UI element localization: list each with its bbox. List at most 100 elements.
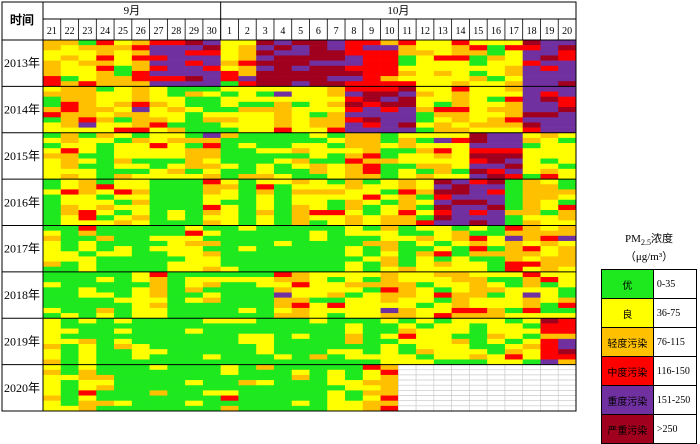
heat-cell xyxy=(416,338,435,345)
heat-cell xyxy=(469,333,488,340)
empty-cell xyxy=(398,364,417,371)
heat-cell xyxy=(185,204,204,211)
heat-cell xyxy=(291,235,310,242)
heat-cell xyxy=(114,333,133,340)
heat-cell xyxy=(131,251,150,257)
heat-cell xyxy=(504,184,523,190)
heat-cell xyxy=(291,323,310,329)
year-label: 2019年 xyxy=(4,334,40,348)
heat-cell xyxy=(309,220,328,226)
heat-cell xyxy=(114,127,133,134)
heat-cell xyxy=(167,297,186,304)
heat-cell xyxy=(185,246,204,252)
heat-cell xyxy=(220,127,239,134)
heat-cell xyxy=(433,158,452,164)
heat-cell xyxy=(202,101,221,108)
heat-cell xyxy=(309,60,328,67)
heat-cell xyxy=(185,240,204,247)
day-label: 3 xyxy=(263,26,268,37)
heat-cell xyxy=(185,55,204,61)
day-label: 2 xyxy=(245,26,250,37)
heat-cell xyxy=(131,158,150,164)
heat-cell xyxy=(273,70,293,77)
heat-cell xyxy=(202,349,221,355)
heat-cell xyxy=(114,143,133,149)
heat-cell xyxy=(220,266,239,273)
heat-cell xyxy=(78,158,97,164)
heat-cell xyxy=(202,179,221,185)
heat-cell xyxy=(273,374,293,381)
heat-cell xyxy=(167,369,186,376)
heat-cell xyxy=(504,313,523,319)
heat-cell xyxy=(43,338,62,345)
heat-cell xyxy=(362,297,381,304)
heat-cell xyxy=(131,261,150,268)
heat-cell xyxy=(398,194,417,201)
heat-cell xyxy=(256,287,275,293)
heat-cell xyxy=(398,261,417,268)
heat-cell xyxy=(167,132,186,139)
heat-cell xyxy=(256,106,275,113)
heat-cell xyxy=(398,106,417,113)
heat-cell xyxy=(220,318,239,324)
heat-cell xyxy=(380,163,399,170)
heat-cell xyxy=(362,225,381,231)
heat-cell xyxy=(149,400,168,407)
heat-cell xyxy=(398,297,417,304)
day-label: 11 xyxy=(402,26,412,37)
heat-cell xyxy=(558,287,577,293)
heat-cell xyxy=(362,256,381,262)
heat-cell xyxy=(273,297,293,304)
heat-cell xyxy=(167,374,186,381)
heat-cell xyxy=(487,173,506,180)
heat-cell xyxy=(96,112,115,118)
heat-cell xyxy=(273,328,293,335)
heat-cell xyxy=(362,251,381,257)
heat-cell xyxy=(96,318,115,324)
heat-cell xyxy=(114,400,133,407)
heat-cell xyxy=(256,132,275,139)
heat-cell xyxy=(256,318,275,324)
heat-cell xyxy=(238,45,257,51)
heat-cell xyxy=(43,65,62,72)
heat-cell xyxy=(416,86,435,92)
empty-cell xyxy=(486,400,506,407)
day-label: 26 xyxy=(136,26,146,37)
heat-cell xyxy=(291,359,310,365)
heat-cell xyxy=(558,210,577,216)
heat-cell xyxy=(273,179,293,185)
heat-cell xyxy=(256,40,275,46)
heat-cell xyxy=(238,328,257,335)
heat-cell xyxy=(202,277,221,283)
heat-cell xyxy=(487,354,506,360)
heat-cell xyxy=(451,230,470,237)
heat-cell xyxy=(96,349,115,355)
heat-cell xyxy=(398,307,417,314)
heat-cell xyxy=(398,40,417,46)
heat-cell xyxy=(238,261,257,268)
heat-cell xyxy=(185,168,204,175)
heat-cell xyxy=(487,313,506,319)
heat-cell xyxy=(398,240,417,247)
heat-cell xyxy=(256,405,275,412)
heat-cell xyxy=(540,323,559,329)
heat-cell xyxy=(362,359,381,365)
heat-cell xyxy=(558,313,577,319)
heat-cell xyxy=(362,137,381,144)
legend-range: 0-35 xyxy=(652,269,698,299)
heat-cell xyxy=(238,395,257,401)
heat-cell xyxy=(273,184,293,190)
heat-cell xyxy=(540,359,559,365)
heat-cell xyxy=(327,349,346,355)
heat-cell xyxy=(78,215,97,221)
heat-cell xyxy=(504,122,523,128)
heat-cell xyxy=(469,179,488,185)
heat-cell xyxy=(469,70,488,77)
heat-cell xyxy=(398,143,417,149)
heat-cell xyxy=(380,143,399,149)
heat-cell xyxy=(380,230,399,237)
heat-cell xyxy=(238,354,257,360)
heat-cell xyxy=(345,127,364,134)
heat-cell xyxy=(558,76,577,82)
heat-cell xyxy=(380,70,399,77)
